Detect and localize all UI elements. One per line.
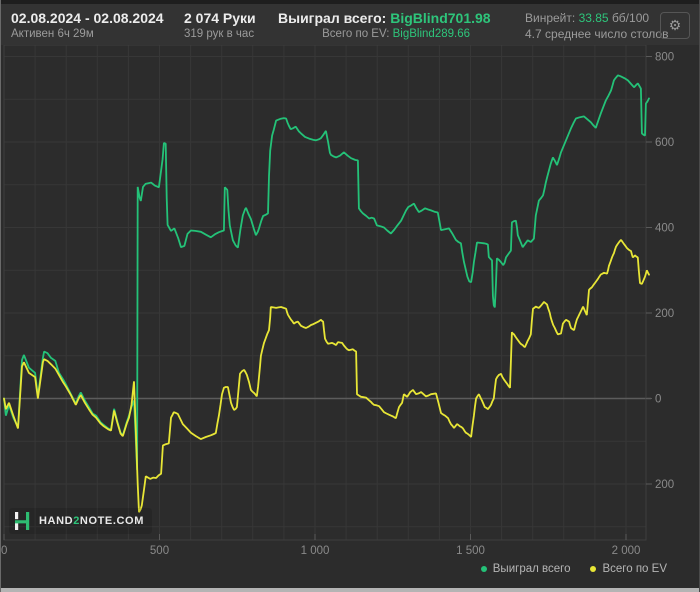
won-total-value: BigBlind701.98	[390, 10, 491, 26]
legend-item-won[interactable]: Выиграл всего	[480, 563, 571, 575]
winrate-units: бб/100	[611, 11, 650, 25]
won-total-block: Выиграл всего: BigBlind701.98 Всего по E…	[278, 10, 491, 42]
gear-icon: ⚙	[668, 17, 682, 33]
y-tick-label: 800	[655, 52, 674, 64]
legend-dot-ev	[590, 566, 597, 572]
active-time: Активен 6ч 29м	[11, 28, 94, 40]
y-tick-label: 600	[655, 137, 674, 149]
y-tick-label: 400	[655, 223, 674, 235]
y-tick-label: 200	[655, 479, 674, 491]
hand2note-logo: HAND2NOTE.COM	[9, 508, 152, 534]
x-tick-label: 500	[150, 545, 169, 557]
window-bottom-edge	[1, 588, 699, 592]
plot-border	[3, 44, 647, 541]
stats-header: 02.08.2024 - 02.08.2024 Активен 6ч 29м 2…	[1, 4, 699, 45]
legend-label-ev: Всего по EV	[602, 563, 667, 575]
winrate-value: 33.85	[578, 11, 609, 25]
x-tick-label: 1 500	[456, 545, 485, 557]
legend-item-ev[interactable]: Всего по EV	[590, 563, 667, 575]
y-tick-label: 0	[655, 394, 661, 406]
ev-total-label: Всего по EV:	[322, 28, 390, 40]
series-line-won-total	[3, 74, 650, 470]
hands-count: 2 074 Руки	[184, 10, 256, 26]
winrate-block: Винрейт: 33.85 бб/100 4.7 среднее число …	[525, 10, 668, 42]
date-range-block: 02.08.2024 - 02.08.2024 Активен 6ч 29м	[11, 10, 164, 42]
x-tick-label: 1 000	[301, 545, 330, 557]
x-tick-label: 0	[1, 545, 7, 557]
hand2note-logo-text: HAND2NOTE.COM	[39, 515, 144, 527]
hand2note-h-icon	[15, 512, 30, 530]
y-tick-label: 200	[655, 308, 674, 320]
legend-label-won: Выиграл всего	[492, 563, 571, 575]
avg-tables: 4.7 среднее число столов	[525, 27, 669, 41]
hands-per-hour: 319 рук в час	[184, 28, 255, 40]
settings-button[interactable]: ⚙	[660, 12, 690, 39]
date-range: 02.08.2024 - 02.08.2024	[11, 10, 164, 26]
won-total-label: Выиграл всего:	[278, 10, 387, 26]
legend-dot-won	[480, 566, 487, 572]
series-line-ev-total	[3, 239, 650, 513]
ev-total-value: BigBlind289.66	[392, 28, 470, 40]
x-tick-label: 2 000	[612, 545, 641, 557]
window-top-edge	[1, 0, 699, 4]
hands-block: 2 074 Руки 319 рук в час	[184, 10, 256, 42]
chart-legend: Выиграл всего Всего по EV	[480, 563, 667, 575]
winrate-label: Винрейт:	[525, 11, 576, 25]
